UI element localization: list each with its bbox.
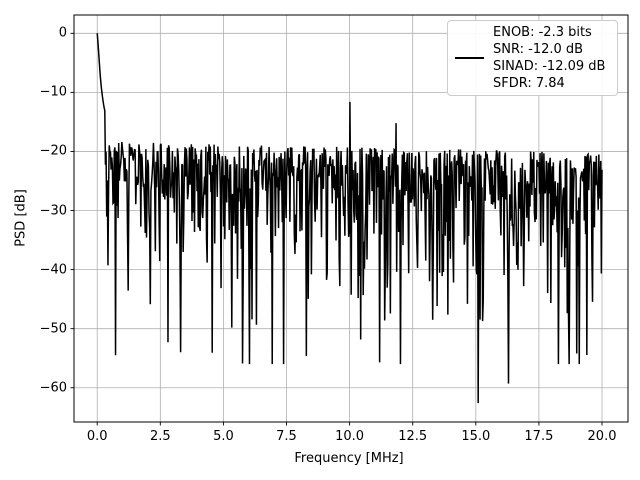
x-tick-label: 10.0 bbox=[335, 429, 365, 444]
y-tick-label: −10 bbox=[39, 84, 67, 100]
legend-entry-snr: SNR: -12.0 dB bbox=[493, 42, 584, 57]
y-tick-label: −20 bbox=[39, 143, 67, 159]
x-tick-label: 17.5 bbox=[524, 429, 554, 444]
x-tick-label: 20.0 bbox=[587, 429, 617, 444]
x-tick-label: 0.0 bbox=[86, 429, 108, 444]
y-tick-label: −40 bbox=[39, 262, 67, 278]
psd-series-line bbox=[96, 33, 603, 404]
legend-line-sample bbox=[455, 56, 484, 60]
y-tick-label: −30 bbox=[39, 203, 67, 219]
x-tick-label: 12.5 bbox=[398, 429, 428, 444]
x-tick-label: 5.0 bbox=[213, 429, 234, 444]
y-tick-label: 0 bbox=[58, 25, 67, 41]
x-tick-label: 7.5 bbox=[276, 429, 297, 444]
legend-entry-sinad: SINAD: -12.09 dB bbox=[493, 59, 606, 74]
legend-entry-sfdr: SFDR: 7.84 bbox=[493, 76, 565, 91]
y-tick-label: −50 bbox=[39, 321, 67, 337]
plot-spines bbox=[73, 14, 629, 423]
legend: ENOB: -2.3 bits SNR: -12.0 dB SINAD: -12… bbox=[447, 20, 618, 96]
legend-entries: ENOB: -2.3 bits SNR: -12.0 dB SINAD: -12… bbox=[493, 24, 605, 92]
legend-entry-enob: ENOB: -2.3 bits bbox=[493, 25, 592, 40]
y-tick-label: −60 bbox=[39, 380, 67, 396]
y-axis-label: PSD [dB] bbox=[13, 189, 29, 247]
x-tick-label: 15.0 bbox=[461, 429, 491, 444]
x-axis-label: Frequency [MHz] bbox=[294, 451, 404, 466]
x-tick-label: 2.5 bbox=[149, 429, 171, 444]
